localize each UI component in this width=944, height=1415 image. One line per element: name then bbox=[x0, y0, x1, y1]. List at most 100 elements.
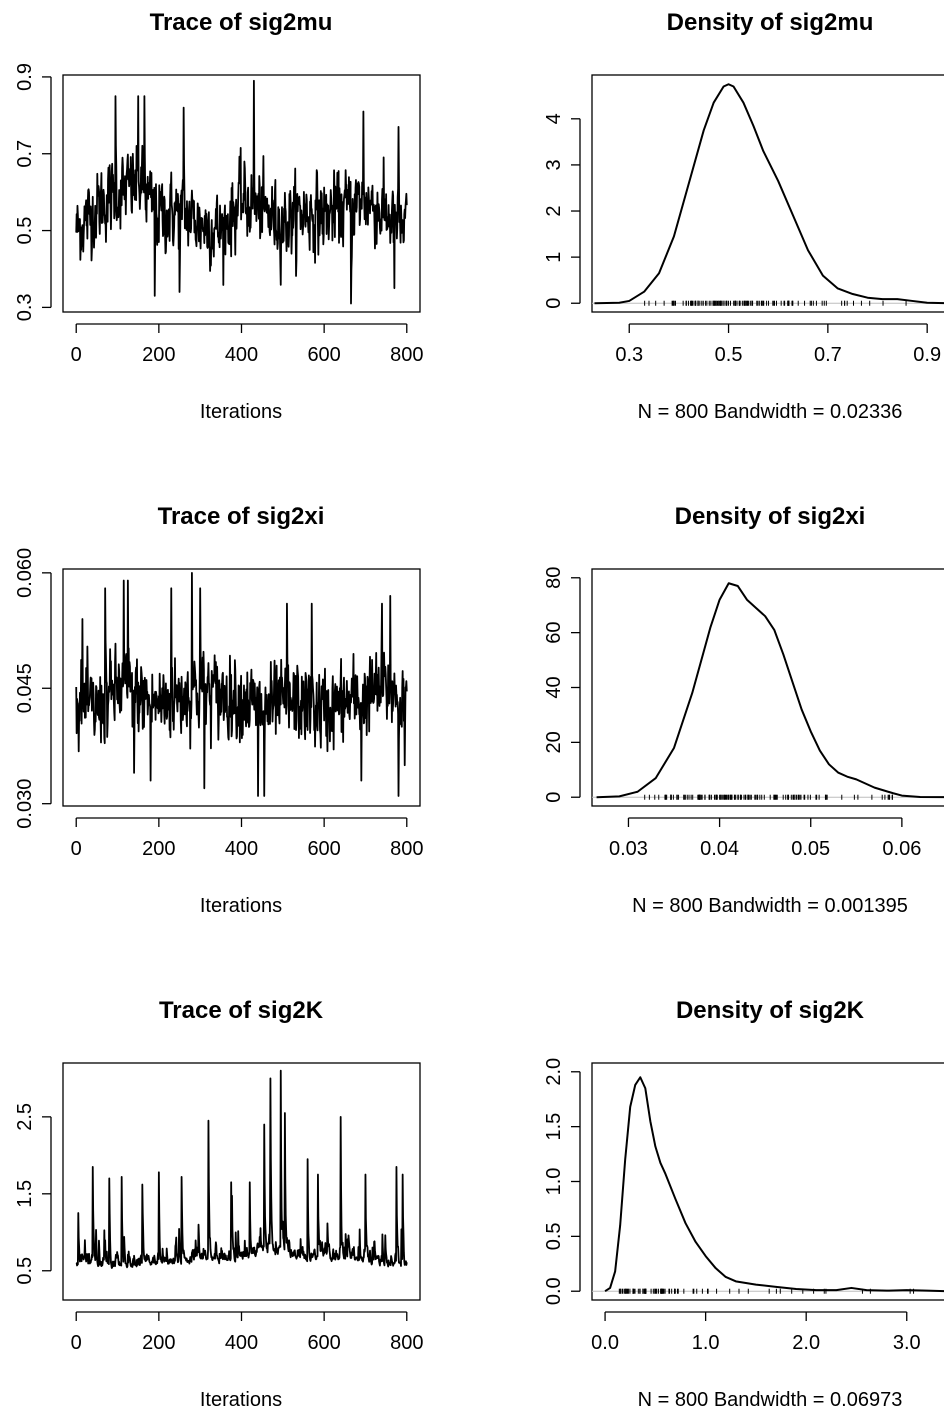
y-tick-label: 2.5 bbox=[14, 1103, 36, 1131]
trace-line-group bbox=[75, 571, 408, 797]
trace-series-line bbox=[75, 1069, 408, 1269]
x-tick-label: 0.0 bbox=[591, 1332, 619, 1354]
y-tick-label: 4 bbox=[543, 113, 565, 124]
density-curve-group bbox=[592, 1076, 944, 1294]
x-axis: 0.3 0.5 0.7 0.9 bbox=[615, 323, 941, 366]
chart-title: Density of sig2xi bbox=[675, 503, 866, 530]
trace-series-line bbox=[75, 79, 408, 305]
y-tick-label: 0.7 bbox=[14, 140, 36, 168]
x-tick-label: 0 bbox=[71, 1332, 82, 1354]
x-tick-label: 400 bbox=[225, 1332, 258, 1354]
x-tick-label: 0.03 bbox=[609, 838, 648, 860]
x-tick-label: 600 bbox=[307, 344, 340, 366]
x-tick-label: 0.05 bbox=[791, 838, 830, 860]
x-tick-label: 800 bbox=[390, 1332, 423, 1354]
chart-title: Density of sig2K bbox=[676, 997, 865, 1024]
x-axis-label: N = 800 Bandwidth = 0.001395 bbox=[632, 895, 908, 917]
x-tick-label: 200 bbox=[142, 344, 175, 366]
x-tick-label: 800 bbox=[390, 344, 423, 366]
x-tick-label: 200 bbox=[142, 838, 175, 860]
x-tick-label: 3.0 bbox=[893, 1332, 921, 1354]
x-tick-label: 2.0 bbox=[792, 1332, 820, 1354]
trace-sig2K-panel: Trace of sig2K 0 200 400 600 800 0.5 1.5 2.5 I… bbox=[14, 997, 423, 1411]
x-tick-label: 0.04 bbox=[700, 838, 739, 860]
x-tick-label: 200 bbox=[142, 1332, 175, 1354]
y-tick-label: 0.5 bbox=[14, 217, 36, 245]
x-tick-label: 0 bbox=[71, 838, 82, 860]
plot-frame bbox=[62, 1062, 421, 1301]
x-axis: 0 200 400 600 800 bbox=[71, 323, 423, 366]
y-tick-label: 0.3 bbox=[14, 293, 36, 321]
x-tick-label: 600 bbox=[307, 838, 340, 860]
rug-marks bbox=[644, 300, 907, 306]
density-curve-group bbox=[592, 582, 944, 800]
y-axis: 0.0 0.5 1.0 1.5 2.0 bbox=[543, 1058, 581, 1305]
trace-line-group bbox=[75, 1069, 408, 1269]
y-tick-label: 20 bbox=[543, 731, 565, 753]
x-tick-label: 0.7 bbox=[814, 344, 842, 366]
rug-marks bbox=[644, 794, 893, 800]
x-axis: 0.0 1.0 2.0 3.0 bbox=[591, 1311, 921, 1354]
x-tick-label: 0 bbox=[71, 344, 82, 366]
y-axis: 0.030 0.045 0.060 bbox=[14, 548, 52, 829]
y-axis: 0.3 0.5 0.7 0.9 bbox=[14, 63, 52, 321]
y-tick-label: 80 bbox=[543, 567, 565, 589]
y-tick-label: 0 bbox=[543, 298, 565, 309]
y-axis: 0 1 2 3 4 bbox=[543, 113, 581, 309]
y-tick-label: 0.045 bbox=[14, 663, 36, 713]
y-tick-label: 1.0 bbox=[543, 1168, 565, 1196]
x-tick-label: 400 bbox=[225, 838, 258, 860]
density-sig2xi-panel: Density of sig2xi 0.03 0.04 0.05 0.06 0 20 40… bbox=[543, 503, 944, 917]
x-tick-label: 600 bbox=[307, 1332, 340, 1354]
trace-sig2mu-panel: Trace of sig2mu 0 200 400 600 800 0.30.50.70… bbox=[14, 9, 423, 423]
x-tick-label: 0.5 bbox=[715, 344, 743, 366]
plot-frame bbox=[62, 74, 421, 313]
x-tick-label: 400 bbox=[225, 344, 258, 366]
y-tick-label: 0 bbox=[543, 792, 565, 803]
density-sig2mu-panel: Density of sig2mu 0.3 0.5 0.7 0.9 0 1 2 3 4 N =… bbox=[543, 9, 944, 423]
x-axis-label: Iterations bbox=[200, 895, 282, 917]
chart-title: Trace of sig2mu bbox=[150, 9, 333, 36]
x-tick-label: 1.0 bbox=[692, 1332, 720, 1354]
x-axis-label: N = 800 Bandwidth = 0.02336 bbox=[638, 401, 903, 423]
y-tick-label: 1.5 bbox=[14, 1180, 36, 1208]
density-curve bbox=[604, 1076, 944, 1293]
x-axis-label: Iterations bbox=[200, 1389, 282, 1411]
x-tick-label: 0.3 bbox=[615, 344, 643, 366]
x-axis-label: N = 800 Bandwidth = 0.06973 bbox=[638, 1389, 903, 1411]
y-tick-label: 2 bbox=[543, 205, 565, 216]
trace-series-line bbox=[75, 571, 408, 797]
chart-title: Density of sig2mu bbox=[667, 9, 874, 36]
density-curve bbox=[594, 83, 944, 305]
y-tick-label: 0.0 bbox=[543, 1277, 565, 1305]
y-tick-label: 1 bbox=[543, 252, 565, 263]
chart-title: Trace of sig2xi bbox=[158, 503, 325, 530]
x-axis: 0 200 400 600 800 bbox=[71, 817, 423, 860]
plot-frame bbox=[62, 568, 421, 807]
y-tick-label: 0.5 bbox=[543, 1222, 565, 1250]
x-tick-label: 0.06 bbox=[882, 838, 921, 860]
density-curve-group bbox=[592, 83, 944, 306]
y-tick-label: 1.5 bbox=[543, 1113, 565, 1141]
y-tick-label: 40 bbox=[543, 676, 565, 698]
y-tick-label: 3 bbox=[543, 159, 565, 170]
plot-frame bbox=[591, 568, 944, 807]
plot-frame bbox=[591, 1062, 944, 1301]
y-axis: 0 20 40 60 80 bbox=[543, 567, 581, 803]
chart-title: Trace of sig2K bbox=[159, 997, 324, 1024]
x-axis-label: Iterations bbox=[200, 401, 282, 423]
y-tick-label: 0.060 bbox=[14, 548, 36, 598]
y-axis: 0.5 1.5 2.5 bbox=[14, 1103, 52, 1285]
y-tick-label: 0.030 bbox=[14, 779, 36, 829]
y-tick-label: 0.9 bbox=[14, 63, 36, 91]
x-axis: 0.03 0.04 0.05 0.06 bbox=[609, 817, 921, 860]
plot-frame bbox=[591, 74, 944, 313]
x-axis: 0 200 400 600 800 bbox=[71, 1311, 423, 1354]
y-tick-label: 60 bbox=[543, 622, 565, 644]
trace-line-group bbox=[75, 79, 408, 305]
x-tick-label: 800 bbox=[390, 838, 423, 860]
x-tick-label: 0.9 bbox=[913, 344, 941, 366]
y-tick-label: 2.0 bbox=[543, 1058, 565, 1086]
y-tick-label: 0.5 bbox=[14, 1257, 36, 1285]
